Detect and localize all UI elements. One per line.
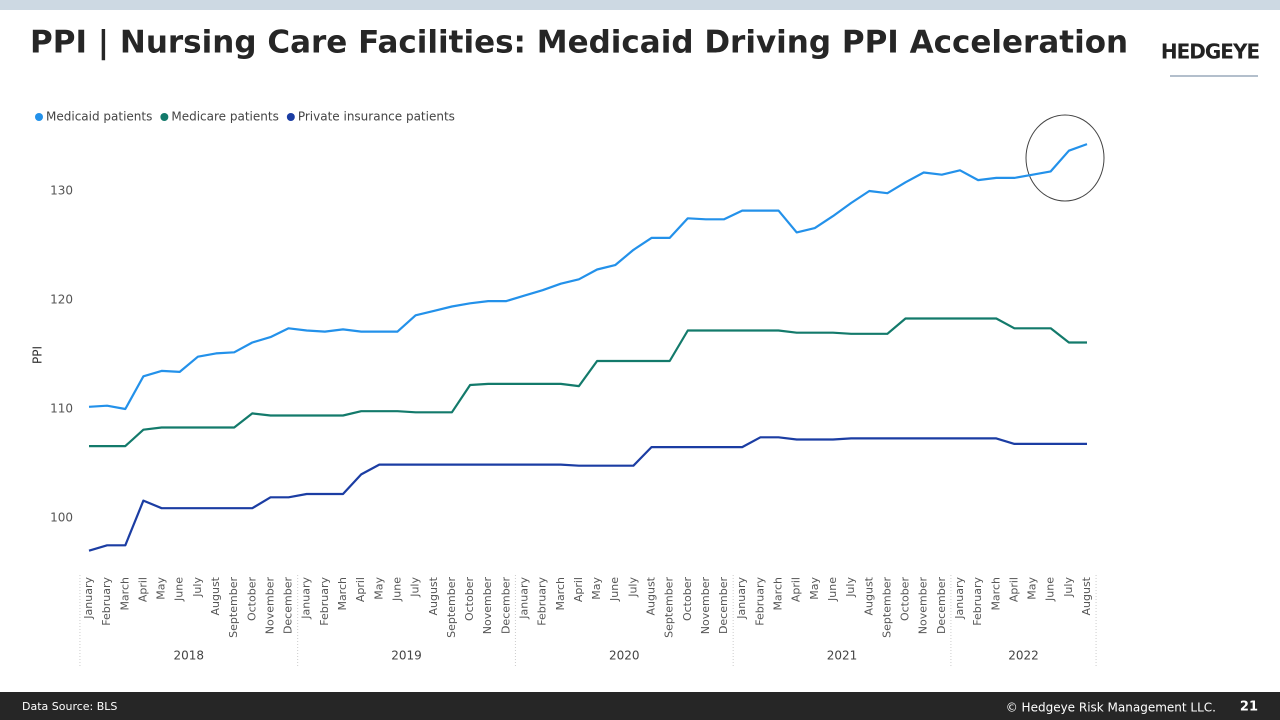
x-tick-label: September — [880, 577, 893, 638]
legend-marker — [35, 113, 43, 121]
x-tick-label: January — [735, 577, 748, 620]
y-tick-label: 120 — [50, 293, 73, 307]
x-tick-label: January — [953, 577, 966, 620]
x-tick-label: October — [463, 577, 476, 621]
x-tick-label: July — [1062, 577, 1075, 598]
x-tick-label: August — [427, 576, 440, 615]
x-tick-label: July — [409, 577, 422, 598]
x-tick-label: November — [481, 577, 494, 635]
x-tick-label: September — [227, 577, 240, 638]
x-tick-label: June — [1044, 577, 1057, 602]
x-tick-label: August — [209, 576, 222, 615]
y-tick-label: 110 — [50, 402, 73, 416]
x-tick-label: November — [263, 577, 276, 635]
x-tick-label: February — [318, 577, 331, 626]
x-tick-label: March — [554, 577, 567, 611]
x-tick-label: May — [1026, 577, 1039, 600]
x-tick-label: March — [336, 577, 349, 611]
x-tick-label: December — [717, 577, 730, 635]
x-tick-label: October — [681, 577, 694, 621]
x-tick-label: February — [753, 577, 766, 626]
highlight-circle — [1025, 114, 1105, 202]
x-tick-label: July — [844, 577, 857, 598]
footer-bar — [0, 692, 1280, 720]
x-tick-label: September — [663, 577, 676, 638]
y-tick-label: 130 — [50, 184, 73, 198]
legend-marker — [286, 113, 295, 121]
x-group-label: 2022 — [1008, 649, 1039, 663]
chart-title: PPI | Nursing Care Facilities: Medicaid … — [30, 25, 1128, 61]
x-tick-label: June — [608, 577, 621, 602]
footer-source: Data Source: BLS — [22, 700, 117, 713]
y-tick-label: 100 — [50, 511, 73, 525]
footer-copyright: © Hedgeye Risk Management LLC. — [1006, 701, 1216, 715]
legend-label: Private insurance patients — [298, 110, 455, 124]
x-tick-label: August — [1080, 576, 1093, 615]
x-tick-label: May — [590, 577, 603, 600]
x-tick-label: April — [572, 577, 585, 602]
x-group-label: 2018 — [174, 649, 205, 663]
x-tick-label: March — [772, 577, 785, 611]
x-tick-label: November — [917, 577, 930, 635]
top-bar — [0, 0, 1280, 10]
x-tick-label: January — [300, 577, 313, 620]
x-tick-label: June — [173, 577, 186, 602]
legend-label: Medicaid patients — [46, 110, 152, 124]
x-tick-label: August — [645, 576, 658, 615]
x-tick-label: February — [100, 577, 113, 626]
y-axis-label: PPI — [31, 346, 45, 364]
x-tick-label: June — [390, 577, 403, 602]
x-tick-label: April — [790, 577, 803, 602]
x-tick-label: December — [282, 577, 295, 635]
x-group-label: 2020 — [609, 649, 640, 663]
page-number: 21 — [1240, 700, 1258, 715]
series-line — [88, 143, 1088, 411]
x-tick-label: February — [971, 577, 984, 626]
x-group-label: 2021 — [827, 649, 858, 663]
x-group-label: 2019 — [391, 649, 422, 663]
x-tick-label: October — [245, 577, 258, 621]
x-tick-label: September — [445, 577, 458, 638]
x-tick-label: April — [1007, 577, 1020, 602]
x-tick-label: July — [191, 577, 204, 598]
legend-marker — [160, 113, 169, 121]
x-tick-label: October — [899, 577, 912, 621]
x-tick-label: April — [136, 577, 149, 602]
x-tick-label: January — [517, 577, 530, 620]
x-tick-label: February — [536, 577, 549, 626]
x-tick-label: August — [862, 576, 875, 615]
x-tick-label: December — [935, 577, 948, 635]
x-tick-label: June — [826, 577, 839, 602]
x-tick-label: July — [626, 577, 639, 598]
x-tick-label: May — [808, 577, 821, 600]
legend-label: Medicare patients — [171, 110, 278, 124]
series-line — [88, 436, 1087, 552]
series-line — [89, 317, 1087, 448]
x-tick-label: May — [372, 577, 385, 600]
x-tick-label: December — [499, 577, 512, 635]
x-tick-label: January — [82, 577, 95, 620]
x-tick-label: April — [354, 577, 367, 602]
x-tick-label: November — [699, 577, 712, 635]
x-tick-label: March — [118, 577, 131, 611]
x-tick-label: May — [155, 577, 168, 600]
logo: HEDGEYE — [1161, 40, 1260, 64]
x-tick-label: March — [989, 577, 1002, 611]
